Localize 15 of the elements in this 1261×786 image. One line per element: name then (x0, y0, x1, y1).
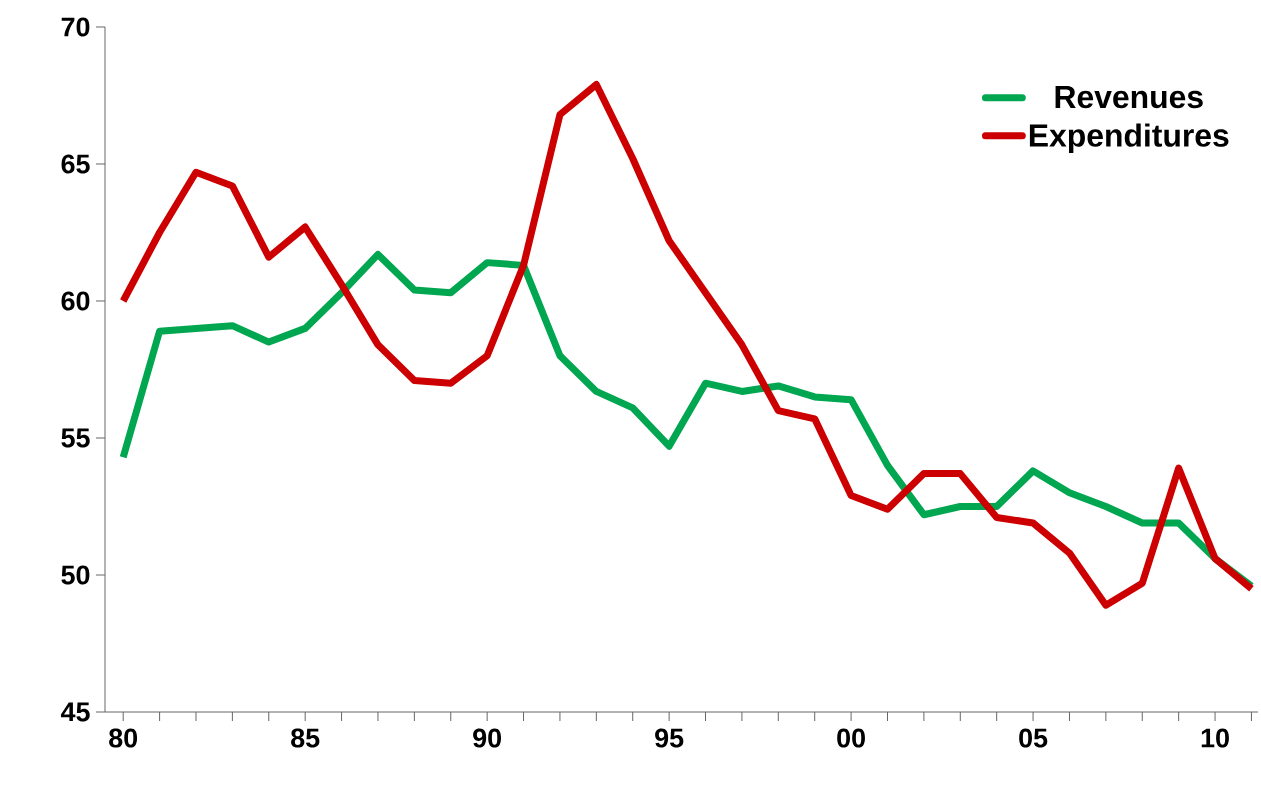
y-tick-label: 65 (61, 154, 90, 174)
x-tick-label: 85 (291, 728, 320, 748)
x-tick-label: 90 (473, 728, 501, 748)
x-tick-label: 05 (1019, 728, 1048, 748)
legend-label: Revenues (1055, 85, 1203, 109)
y-tick-label: 70 (61, 17, 90, 37)
y-tick-label: 60 (61, 291, 90, 311)
y-tick-label: 55 (61, 428, 90, 448)
x-tick-label: 95 (655, 728, 684, 748)
x-tick-label: 10 (1201, 728, 1229, 748)
x-tick-label: 00 (837, 728, 865, 748)
y-tick-label: 50 (61, 565, 90, 585)
y-tick-label: 45 (60, 702, 90, 722)
legend-label: Expenditures (1029, 123, 1229, 154)
x-tick-label: 80 (109, 728, 138, 748)
